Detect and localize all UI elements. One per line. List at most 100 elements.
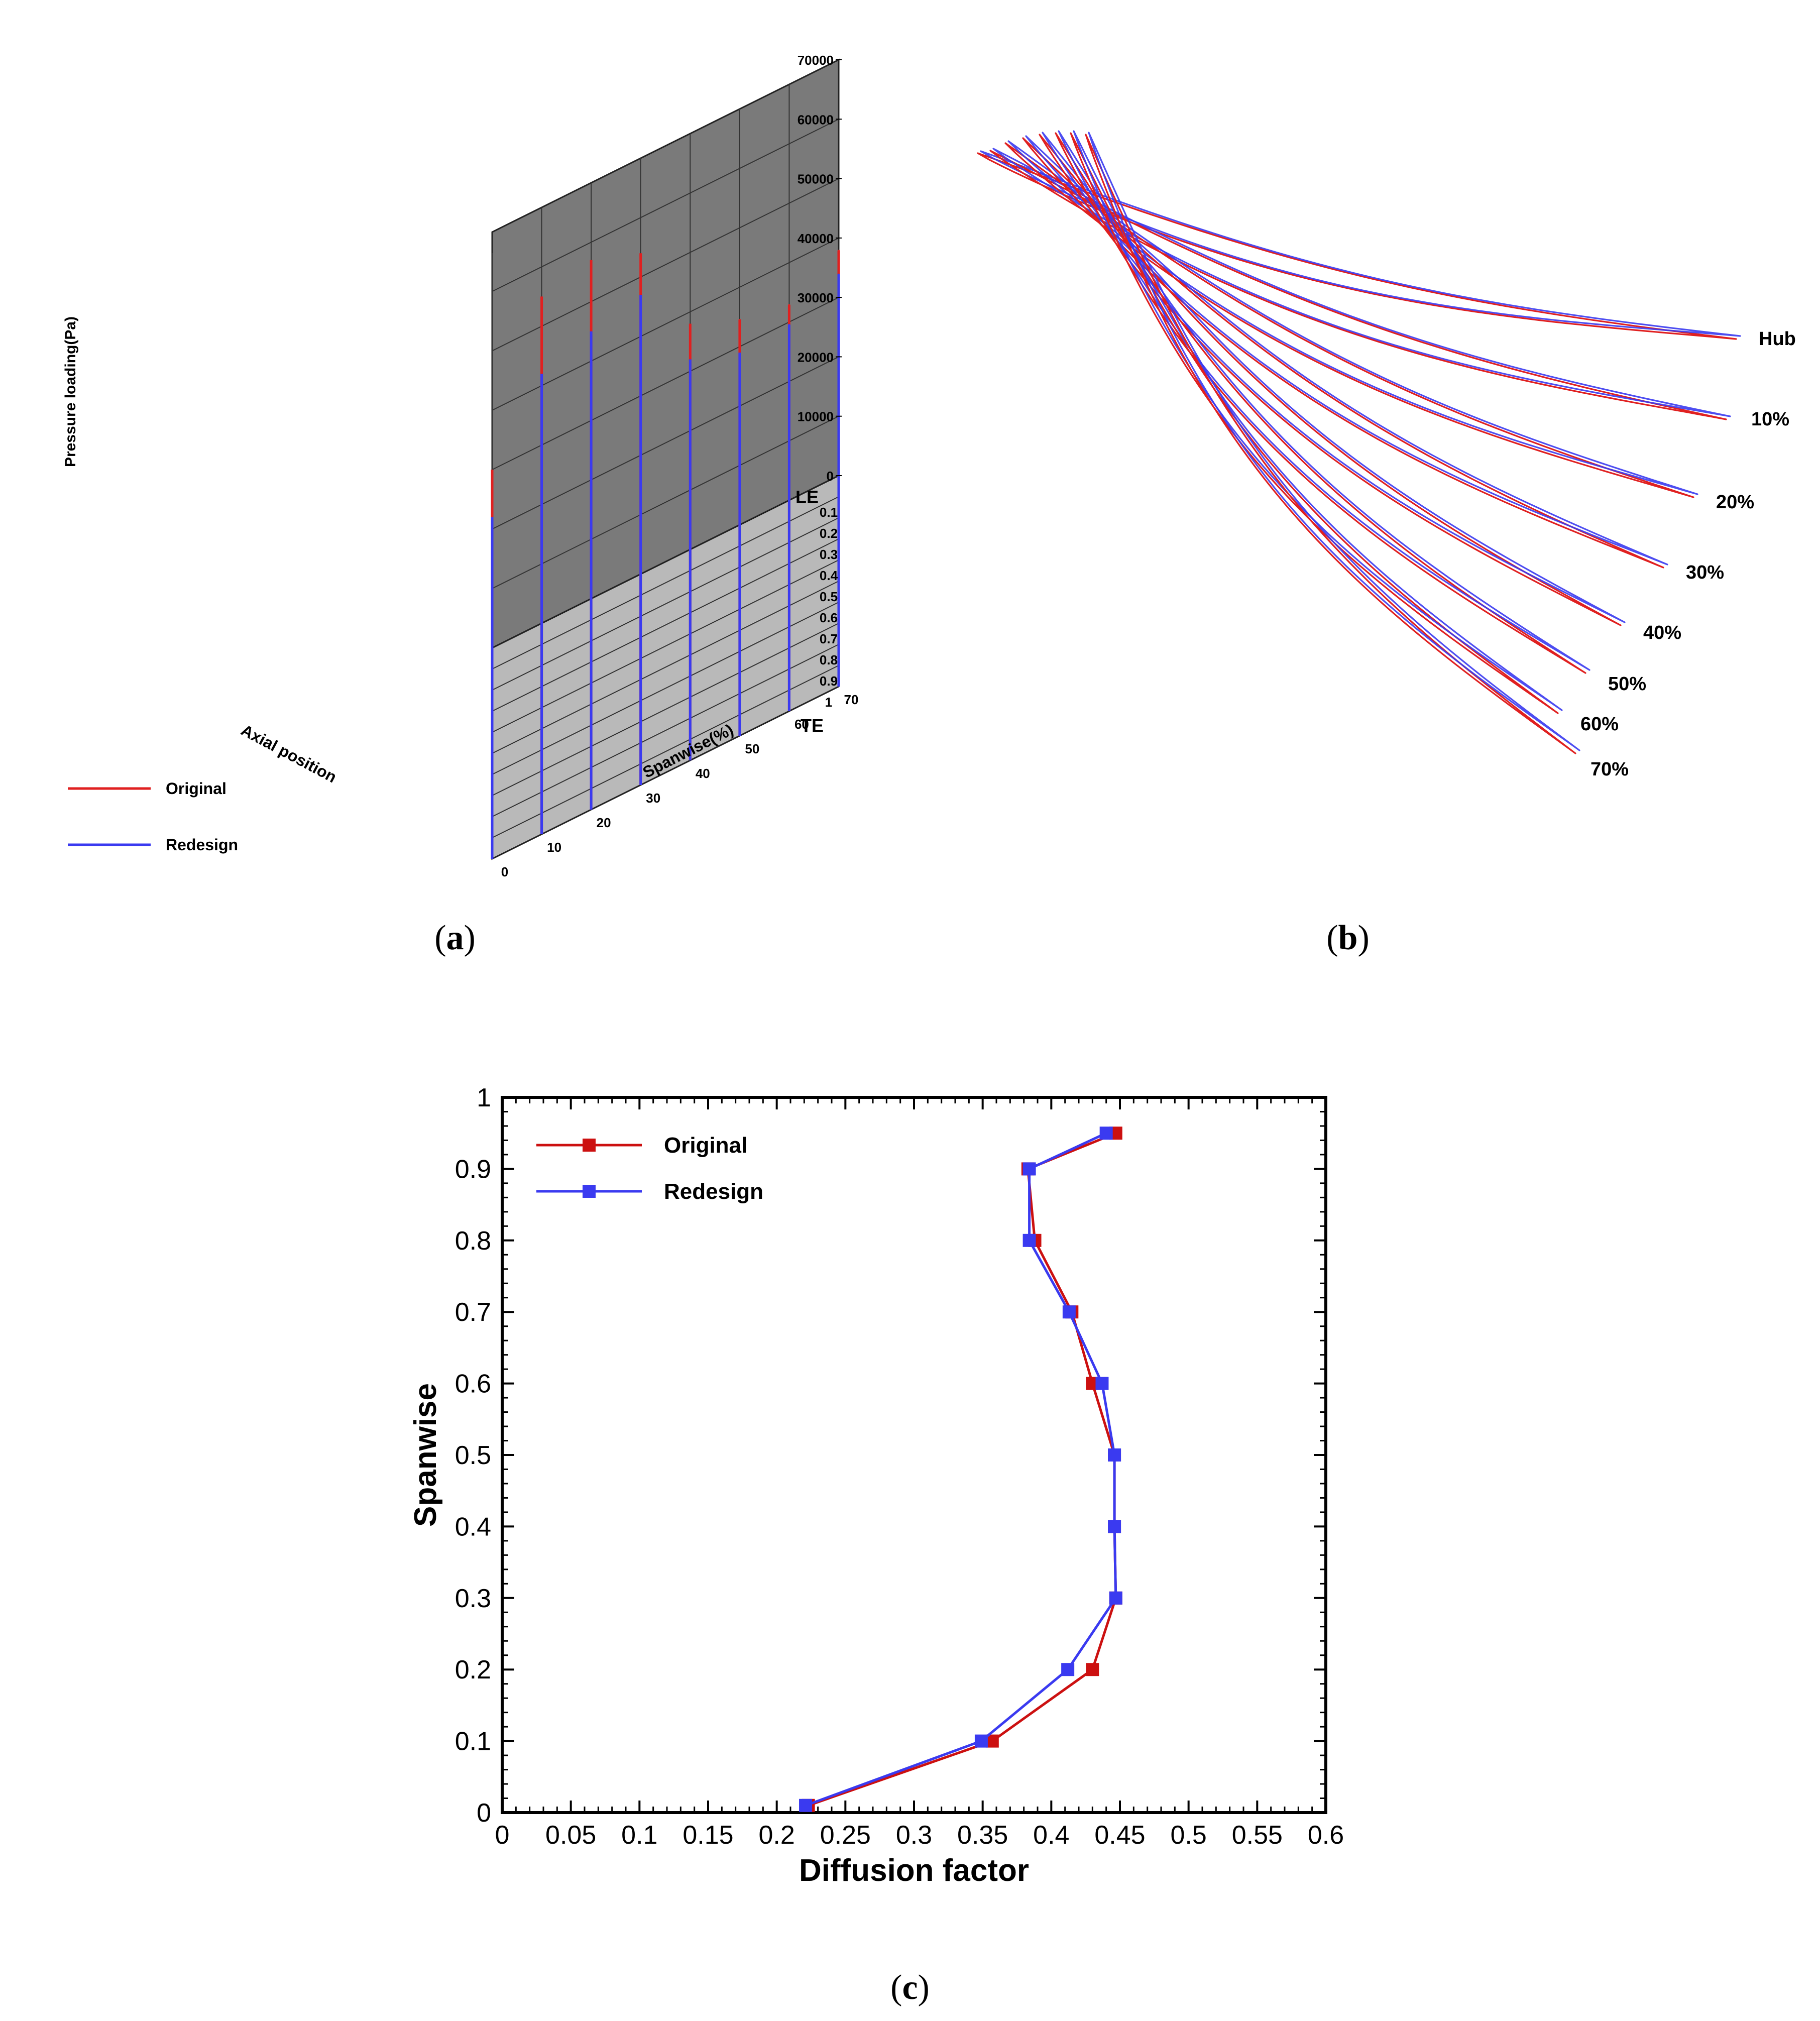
legend-marker-original [583,1139,596,1152]
floor-grid-line [492,665,839,838]
series-line-redesign [805,1132,1117,1807]
x-tick-label: 0.3 [820,547,838,562]
x-tick-label: 0.7 [820,631,838,646]
y-tick-label: 40 [696,766,710,781]
data-point-redesign [1099,1127,1113,1140]
back-grid-line [492,297,839,471]
section-label: 30% [1686,562,1724,583]
legend-label-original: Original [166,779,226,798]
x-tick-label: 0.45 [1094,1821,1145,1850]
y-tick-label: 0.5 [455,1441,491,1470]
x-tick-label: 0.6 [820,610,838,625]
z-tick-label: 50000 [798,172,834,187]
pressure-loading-3d-chart: 0 10000 20000 30000 40000 50000 60000 70000 0.1 0… [62,53,859,957]
section-label: 20% [1716,492,1754,513]
x-tick-label: 0.1 [621,1821,657,1850]
x-tick-label: 0.9 [820,673,838,689]
data-point-redesign [1108,1520,1121,1533]
floor-grid-line [492,623,839,796]
blade-section-original [1070,132,1559,714]
blade-section-redesign [1073,130,1563,711]
le-label: LE [795,487,819,507]
x-tick-label: 0.15 [682,1821,733,1850]
z-tick-label: 60000 [798,112,834,127]
floor-grid-line [492,517,839,691]
x-tick-label: 0.05 [545,1821,596,1850]
x-tick-label: 0.6 [1308,1821,1344,1850]
y-tick-label: 20 [597,815,611,830]
series-line-original [808,1132,1117,1807]
te-label: TE [801,715,824,736]
y-tick-label: 0.4 [455,1512,491,1541]
blade-section-original [977,152,1737,340]
floor-grid-line [492,538,839,712]
z-tick-label: 0 [827,469,834,484]
data-point-original [1086,1663,1099,1676]
blade-section-original [1085,134,1576,754]
y-tick-label: 0.8 [455,1226,491,1256]
blade-section-redesign [1025,135,1668,566]
z-tick-label: 40000 [798,231,834,246]
panel-c: 0 0.05 0.1 0.15 0.2 0.25 0.3 0.35 0.4 0.45 0.5 0.55… [0,1045,1820,2021]
z-tick-label: 20000 [798,350,834,365]
x-axis-label: Diffusion factor [799,1853,1029,1888]
floor-grid-line [492,644,839,817]
data-point-redesign [1062,1305,1076,1319]
data-point-redesign [799,1799,813,1812]
x-tick-label: 0.3 [896,1821,932,1850]
blade-section-original [1004,142,1694,498]
section-label: 70% [1590,759,1629,780]
x-tick-label: 0.25 [820,1821,871,1850]
x-tick-label: 1 [825,695,832,710]
y-tick-label: 50 [745,741,759,756]
y-tick-label: 70 [844,692,859,707]
x-tick-label: 0.35 [957,1821,1008,1850]
blade-section-original [1022,137,1664,569]
x-tick-label: 0.5 [1171,1821,1207,1850]
y-tick-label: 0.3 [455,1584,491,1613]
z-tick-label: 10000 [798,409,834,424]
y-tick-label: 0.7 [455,1298,491,1327]
y-tick-label: 0.2 [455,1655,491,1685]
x-tick-label: 0.1 [820,505,838,520]
floor-grid-line [492,602,839,775]
section-label: Hub [1759,328,1796,350]
x-tick-label: 0 [495,1821,510,1850]
y-tick-label: 60 [794,717,809,732]
panel-c-caption: (c) [890,1968,930,2007]
y-tick-label: 0 [501,864,508,879]
panel-b: Hub 10% 20% 30% 40% 50% 60% 70% (b) [910,0,1820,964]
x-tick-label: 0.8 [820,652,838,667]
section-label: 50% [1608,673,1646,695]
y-tick-label: 0 [477,1799,491,1828]
legend-label-original: Original [664,1133,747,1158]
back-grid-line [492,356,839,530]
section-label: 40% [1643,622,1681,643]
blade-section-redesign [1058,130,1590,671]
z-tick-label: 30000 [798,290,834,305]
x-tick-label: 0.55 [1232,1821,1283,1850]
data-point-redesign [1022,1233,1036,1247]
back-grid-line [492,178,839,352]
x-tick-label: 0.5 [820,589,838,604]
data-point-redesign [1108,1448,1121,1462]
panel-b-caption: (b) [1326,919,1370,957]
y-tick-label: 0.6 [455,1370,491,1399]
blade-section-redesign [1007,140,1698,495]
data-point-redesign [1109,1591,1122,1605]
z-tick-label: 70000 [798,53,834,68]
diffusion-factor-chart: 0 0.05 0.1 0.15 0.2 0.25 0.3 0.35 0.4 0.45 0.5 0.55… [408,1083,1344,2007]
blade-section-redesign [992,148,1731,417]
y-tick-label: 0.1 [455,1727,491,1756]
panel-a: 0 10000 20000 30000 40000 50000 60000 70000 0.1 0… [0,0,910,964]
x-tick-label: 0.2 [759,1821,795,1850]
floor-grid-line [492,581,839,754]
back-grid-line [492,415,839,589]
data-point-redesign [1022,1162,1036,1176]
legend-label-redesign: Redesign [166,836,238,854]
blade-section-original [989,150,1727,420]
section-label: 10% [1751,409,1789,430]
legend-marker-redesign [583,1185,596,1198]
blade-profiles-diagram: Hub 10% 20% 30% 40% 50% 60% 70% (b) [977,130,1796,957]
data-point-redesign [974,1734,988,1748]
